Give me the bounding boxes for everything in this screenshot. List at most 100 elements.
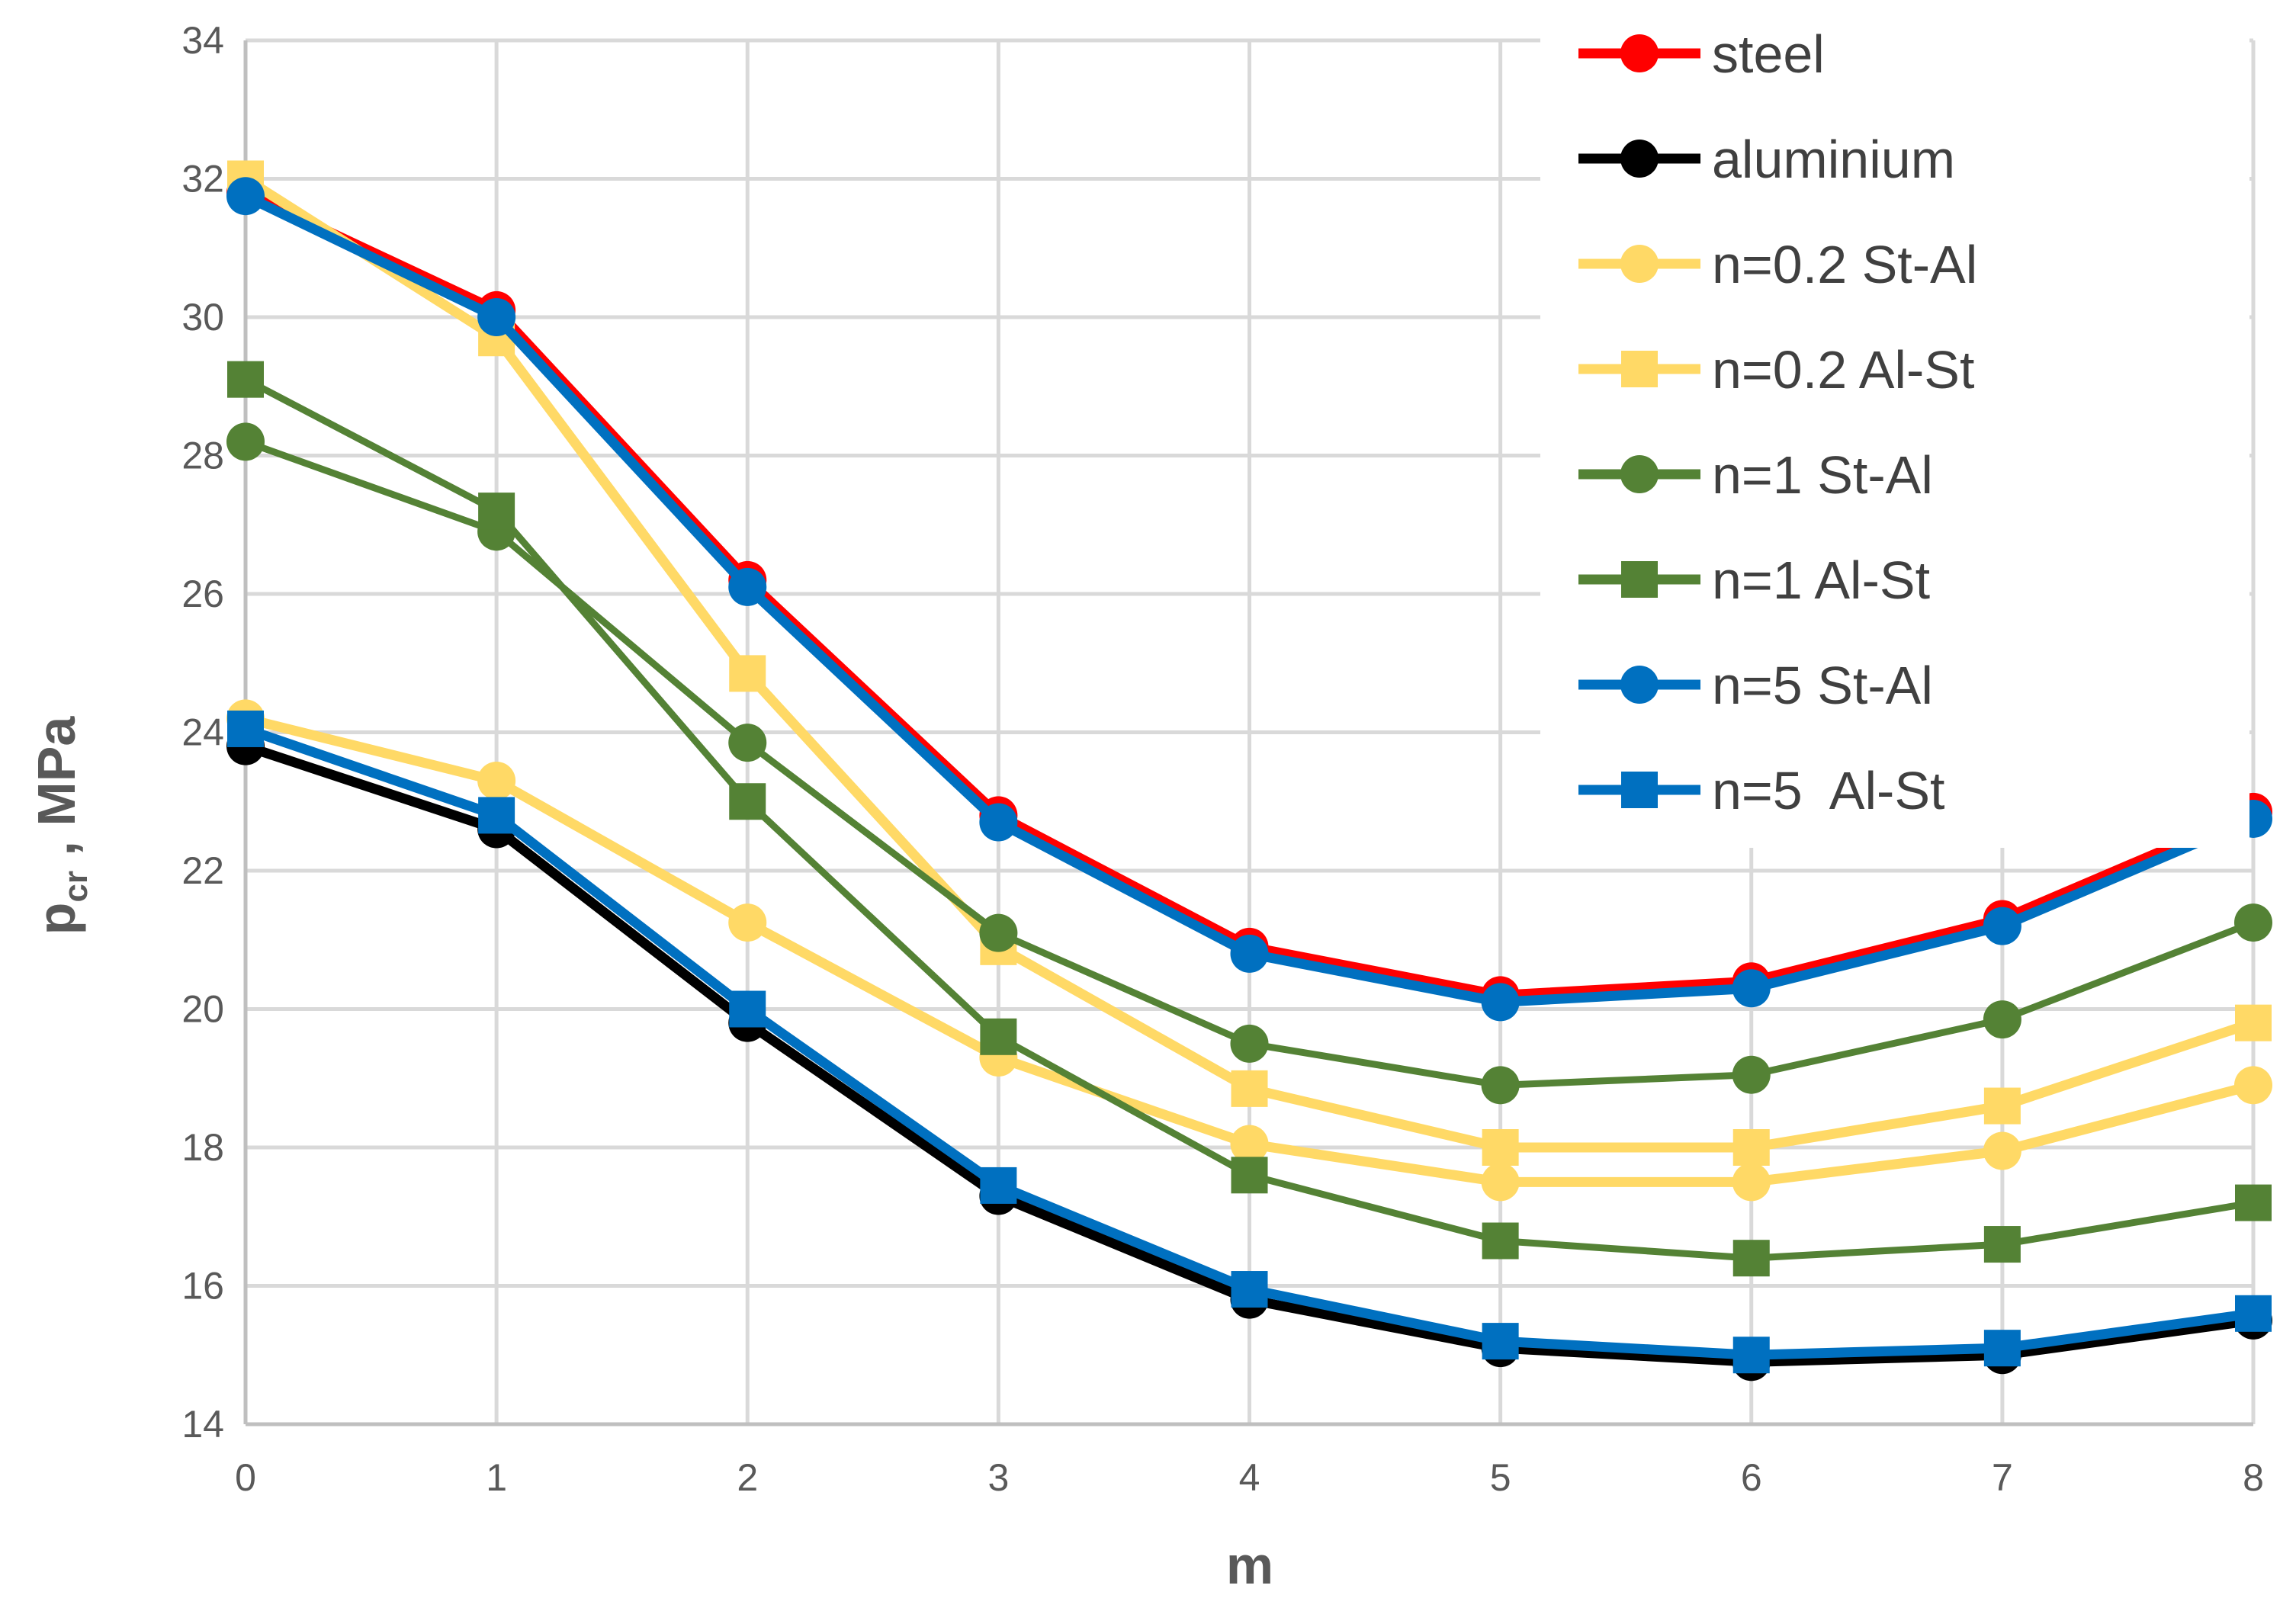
data-point-n-1-st-al (226, 422, 265, 461)
data-point-n-1-st-al (1732, 1055, 1771, 1094)
y-tick-label: 28 (181, 435, 224, 477)
legend-item-n-1-st-al: n=1 St-Al (1578, 445, 1933, 505)
y-tick-label: 22 (181, 849, 224, 892)
legend-swatch-marker (1621, 351, 1658, 387)
data-point-n-1-al-st (1231, 1157, 1268, 1194)
legend-item-n-1-al-st: n=1 Al-St (1578, 550, 1930, 610)
legend-item-steel: steel (1578, 24, 1825, 84)
y-axis-title-main: p (27, 903, 86, 935)
data-point-n-0-2-st-al (728, 903, 767, 942)
data-point-n-5-al-st (227, 710, 264, 747)
y-tick-label: 34 (181, 19, 224, 62)
legend-label: n=0.2 Al-St (1712, 340, 1974, 400)
data-point-n-5-al-st (2235, 1295, 2272, 1332)
legend-label: n=5 St-Al (1712, 656, 1933, 715)
legend-item-aluminium: aluminium (1578, 130, 1955, 189)
x-tick-label: 7 (1992, 1456, 2013, 1499)
data-point-n-0-2-al-st (1482, 1129, 1519, 1166)
data-point-n-1-al-st (2235, 1184, 2272, 1221)
legend-swatch-marker (1620, 455, 1659, 493)
series-layer (226, 160, 2272, 1382)
y-tick-label: 30 (181, 296, 224, 339)
data-point-n-1-st-al (2234, 903, 2272, 942)
legend-background (1540, 0, 2249, 848)
x-axis-title: m (1226, 1536, 1273, 1595)
legend-swatch-marker (1621, 772, 1658, 808)
data-point-n-1-al-st (729, 783, 766, 820)
data-point-n-1-al-st (1983, 1226, 2021, 1263)
data-point-n-0-2-st-al (1230, 1125, 1269, 1163)
data-point-n-0-2-al-st (2235, 1004, 2272, 1041)
x-tick-label: 0 (235, 1456, 256, 1499)
data-point-n-5-st-al (1481, 983, 1520, 1022)
data-point-n-1-al-st (1482, 1222, 1519, 1260)
data-point-n-1-al-st (478, 493, 515, 530)
data-point-n-1-st-al (1983, 1000, 2021, 1039)
data-point-n-1-al-st (980, 1018, 1017, 1055)
legend-label: n=1 Al-St (1712, 550, 1930, 610)
y-tick-label: 14 (181, 1403, 224, 1446)
data-point-n-5-al-st (1231, 1271, 1268, 1308)
legend-item-n-0-2-al-st: n=0.2 Al-St (1578, 340, 1974, 400)
data-point-n-0-2-al-st (1983, 1087, 2021, 1125)
data-point-n-5-st-al (979, 803, 1018, 842)
data-point-n-5-st-al (1732, 969, 1771, 1008)
data-point-n-5-al-st (478, 797, 515, 834)
data-point-n-0-2-st-al (1983, 1131, 2021, 1170)
y-tick-label: 32 (181, 158, 224, 201)
data-point-n-1-st-al (979, 913, 1018, 952)
y-axis-title: pcr , MPa (27, 716, 95, 935)
x-tick-label: 6 (1741, 1456, 1762, 1499)
data-point-n-0-2-al-st (729, 655, 766, 692)
x-tick-label: 1 (486, 1456, 507, 1499)
legend-label: steel (1712, 24, 1825, 84)
y-tick-label: 16 (181, 1265, 224, 1308)
legend-label: n=1 St-Al (1712, 445, 1933, 505)
data-point-n-1-st-al (1481, 1066, 1520, 1105)
y-tick-label: 18 (181, 1126, 224, 1169)
data-point-n-5-al-st (1482, 1323, 1519, 1360)
data-point-n-0-2-st-al (1732, 1163, 1771, 1202)
legend-label: n=5 Al-St (1712, 761, 1944, 820)
y-axis-title-subscript: cr (57, 871, 95, 903)
legend-item-n-0-2-st-al: n=0.2 St-Al (1578, 235, 1977, 294)
data-point-n-5-st-al (1230, 934, 1269, 973)
legend-swatch-marker (1620, 140, 1659, 178)
legend-swatch-marker (1620, 245, 1659, 283)
x-tick-label: 4 (1239, 1456, 1260, 1499)
data-point-n-5-al-st (980, 1167, 1017, 1204)
legend-label: n=0.2 St-Al (1712, 235, 1977, 294)
x-tick-label: 3 (987, 1456, 1009, 1499)
data-point-n-5-st-al (226, 177, 265, 216)
data-point-n-5-st-al (477, 298, 516, 336)
data-point-n-5-al-st (729, 990, 766, 1028)
data-point-n-1-st-al (1230, 1024, 1269, 1063)
x-tick-label: 5 (1490, 1456, 1511, 1499)
y-tick-label: 24 (181, 711, 224, 754)
series-n-1-al-st (227, 361, 2272, 1277)
x-tick-label: 8 (2243, 1456, 2264, 1499)
series-n-5-al-st (227, 710, 2272, 1374)
data-point-n-1-st-al (728, 724, 767, 762)
data-point-n-0-2-st-al (477, 762, 516, 801)
data-point-n-0-2-al-st (1231, 1070, 1268, 1107)
data-point-n-5-st-al (728, 567, 767, 606)
data-point-n-0-2-st-al (1481, 1163, 1520, 1202)
data-point-n-5-al-st (1732, 1337, 1770, 1374)
y-axis-title-unit: , MPa (27, 716, 86, 871)
data-point-n-1-al-st (1732, 1240, 1770, 1277)
series-n-0-2-st-al (226, 699, 2272, 1202)
legend-swatch-marker (1620, 34, 1659, 72)
data-point-n-1-al-st (227, 361, 264, 398)
data-point-n-0-2-al-st (1732, 1129, 1770, 1166)
legend-swatch-marker (1621, 561, 1658, 598)
data-point-n-5-al-st (1983, 1330, 2021, 1367)
legend-label: aluminium (1712, 130, 1955, 189)
data-point-n-5-st-al (1983, 907, 2021, 945)
legend-swatch-marker (1620, 666, 1659, 704)
y-tick-label: 26 (181, 573, 224, 615)
y-tick-label: 20 (181, 988, 224, 1031)
data-point-n-0-2-st-al (2234, 1066, 2272, 1105)
